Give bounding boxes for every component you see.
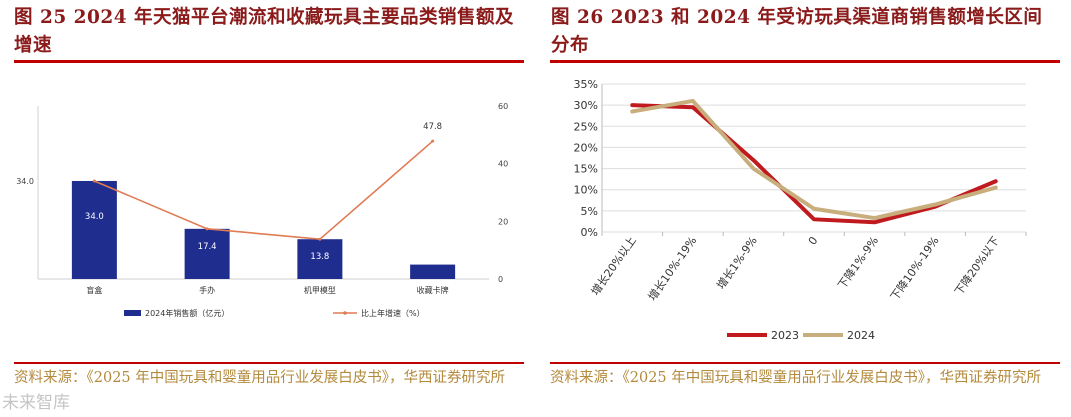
y-tick-label: 30%	[574, 99, 598, 112]
x-tick-label: 手办	[199, 285, 215, 295]
figure-26-title: 图 26 2023 和 2024 年受访玩具渠道商销售额增长区间分布	[551, 7, 1043, 56]
x-tick-label: 增长1%-9%	[714, 234, 760, 292]
x-tick-label: 增长10%-19%	[645, 234, 699, 303]
legend-label-2023: 2023	[771, 329, 799, 342]
y-tick-label: 10%	[574, 184, 598, 197]
bar	[297, 239, 343, 279]
legend-swatch-bar	[124, 310, 141, 316]
line-point	[205, 227, 209, 231]
y-tick-label: 20%	[574, 141, 598, 154]
right-panel: 图 26 2023 和 2024 年受访玩具渠道商销售额增长区间分布 0% 5% 1…	[546, 0, 1071, 417]
bar	[184, 228, 230, 279]
line-point	[92, 179, 96, 183]
source-rule	[14, 362, 524, 364]
y-tick-right: 0	[498, 275, 503, 284]
y-tick-label: 35%	[574, 78, 598, 91]
figure-26-source: 资料来源：《2025 年中国玩具和婴童用品行业发展白皮书》，华西证券研究所	[550, 370, 1042, 386]
chart-channel-growth: 0% 5% 10% 15% 20% 25% 30% 35% 增长20%以上 增长10%-19% 增长…	[574, 78, 1027, 342]
bar-data-label: 17.4	[198, 242, 217, 252]
y-tick-right: 40	[498, 160, 508, 169]
x-tick-label: 增长20%以上	[588, 234, 639, 298]
x-tick-label: 下降1%-9%	[835, 234, 881, 292]
legend-label-bar: 2024年销售额（亿元）	[145, 308, 229, 318]
x-tick-label: 盲盒	[86, 285, 102, 295]
legend-label-line: 比上年增速（%）	[361, 308, 425, 318]
left-panel: 图 25 2024 年天猫平台潮流和收藏玩具主要品类销售额及增速 34.0 0 20…	[0, 0, 528, 417]
legend-label-2024: 2024	[847, 329, 875, 342]
watermark-text: 未来智库	[2, 393, 70, 413]
y-tick-left: 34.0	[16, 177, 34, 186]
bar	[71, 180, 117, 279]
figure-25-source: 资料来源：《2025 年中国玩具和婴童用品行业发展白皮书》，华西证券研究所	[14, 370, 506, 386]
title-rule	[14, 60, 524, 63]
chart-tmall-sales: 34.0 0 20 40 60 盲盒 手办 机甲模型 收藏卡牌 34.0 17.4 13.8 47.8 2…	[16, 102, 508, 318]
x-tick-label: 收藏卡牌	[417, 285, 449, 295]
series-line-2024	[630, 98, 998, 221]
x-tick-label: 0	[806, 234, 821, 247]
line-point	[318, 237, 322, 241]
y-tick-right: 60	[498, 102, 508, 111]
bar-data-label: 34.0	[85, 212, 104, 222]
series-line-2023	[630, 103, 998, 225]
x-tick-label: 下降20%以下	[951, 234, 1002, 298]
y-tick-label: 25%	[574, 120, 598, 133]
figure-25-title: 图 25 2024 年天猫平台潮流和收藏玩具主要品类销售额及增速	[14, 7, 515, 56]
y-tick-label: 0%	[581, 226, 598, 239]
bar-data-label: 13.8	[310, 252, 329, 262]
y-tick-right: 20	[498, 217, 508, 226]
title-rule	[550, 60, 1060, 63]
bar	[410, 264, 456, 279]
x-tick-label: 下降10%-19%	[887, 234, 941, 303]
x-tick-label: 机甲模型	[304, 285, 336, 295]
source-rule	[550, 362, 1060, 364]
growth-line	[94, 140, 434, 241]
y-tick-label: 15%	[574, 163, 598, 176]
line-data-label: 47.8	[423, 122, 442, 132]
legend-marker-line	[343, 311, 347, 315]
line-point	[431, 139, 435, 143]
y-tick-label: 5%	[581, 205, 598, 218]
